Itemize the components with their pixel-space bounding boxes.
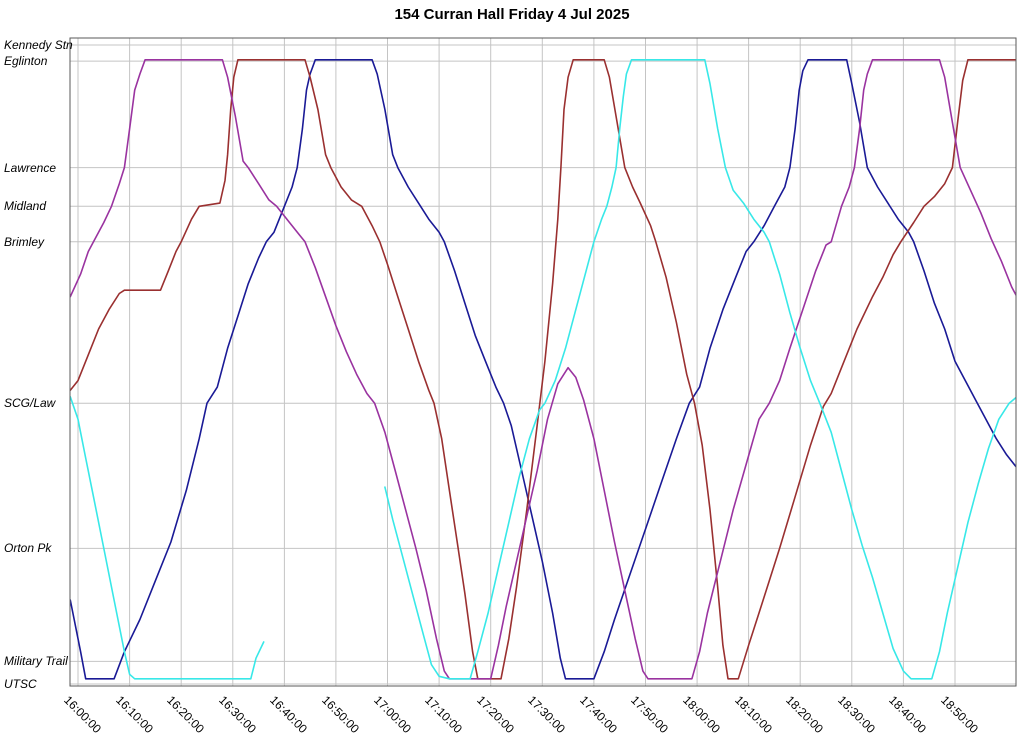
y-axis-label: Kennedy Stn <box>4 37 73 52</box>
y-axis-label: Eglinton <box>4 54 48 69</box>
y-axis-label: Brimley <box>4 234 45 249</box>
y-axis-label: UTSC <box>4 677 37 691</box>
series-cyan-run <box>70 395 265 680</box>
y-axis-label: Midland <box>4 199 47 214</box>
plot-border <box>69 37 1017 687</box>
y-axis-label: Lawrence <box>4 160 57 175</box>
y-axis-label: Military Trail <box>4 654 68 669</box>
series-group <box>70 58 1016 680</box>
y-axis-label: SCG/Law <box>4 396 56 411</box>
y-axis-label: Orton Pk <box>4 541 52 556</box>
series-maroon-run <box>70 58 1016 680</box>
series-purple-run <box>70 58 1016 680</box>
series-cyan-run <box>384 58 1016 680</box>
chart-title: 154 Curran Hall Friday 4 Jul 2025 <box>394 6 630 23</box>
series-navy-run <box>70 58 1016 680</box>
